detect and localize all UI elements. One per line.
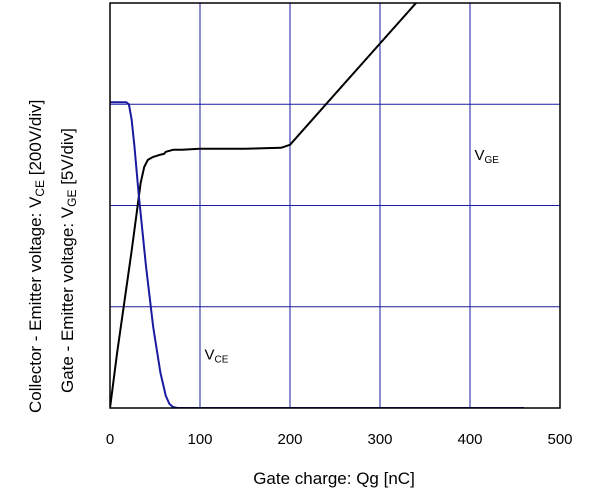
x-axis-label: Gate charge: Qg [nC] [253, 469, 415, 488]
plot-frame [109, 2, 561, 409]
series-label-vge: VGE [475, 147, 500, 166]
series-line-vce [110, 101, 524, 408]
x-tick-label: 100 [187, 431, 212, 448]
series-label-vce: VCE [205, 346, 229, 365]
series-group [110, 3, 524, 408]
y-axis-label-ce: Collector - Emitter voltage: VCE [200V/d… [26, 100, 47, 413]
x-tick-label: 300 [367, 431, 392, 448]
x-tick-labels: 0 100 200 300 400 500 [106, 431, 573, 448]
y-axis-label-ge: Gate - Emitter voltage: VGE [5V/div] [58, 128, 79, 393]
x-tick-label: 0 [106, 431, 114, 448]
series-labels: VGE VCE [205, 147, 500, 365]
series-line-vge [110, 3, 418, 408]
x-tick-label: 200 [277, 431, 302, 448]
x-tick-label: 500 [547, 431, 572, 448]
grid [110, 3, 560, 408]
x-tick-label: 400 [457, 431, 482, 448]
